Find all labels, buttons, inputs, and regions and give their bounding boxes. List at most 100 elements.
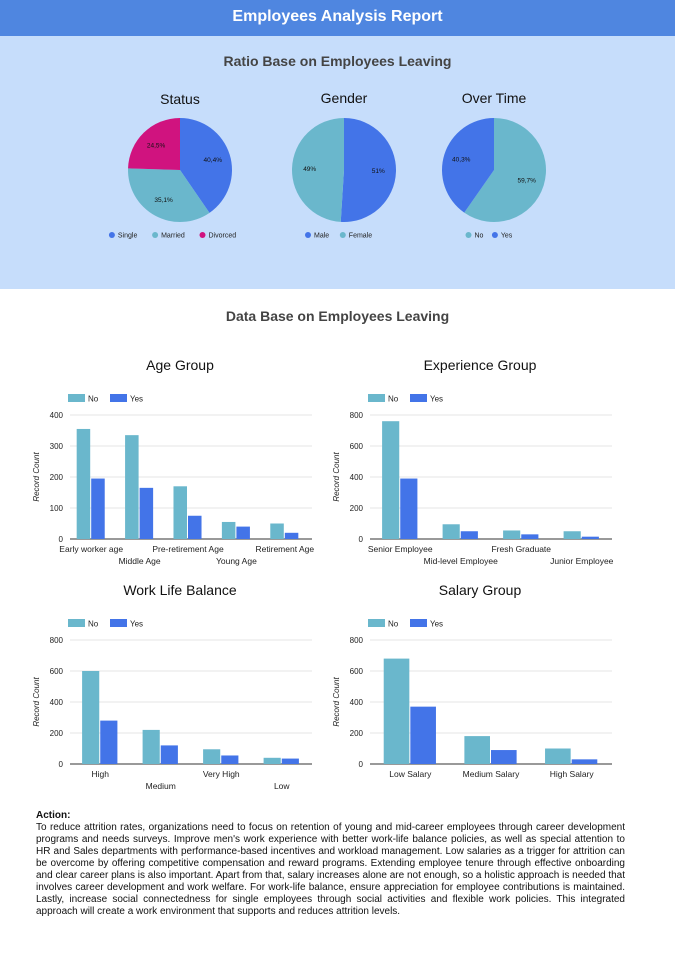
y-tick-label: 600 (350, 667, 364, 676)
x-tick-label-high: High (92, 769, 110, 779)
bar-no-pre-retirement-age (173, 486, 187, 539)
legend-label-no: No (475, 233, 484, 240)
data-section-title: Data Base on Employees Leaving (225, 308, 450, 324)
legend-swatch-no (368, 619, 385, 627)
y-axis-label: Record Count (332, 677, 341, 727)
bar-no-medium-salary (464, 736, 490, 764)
y-tick-label: 200 (50, 729, 64, 738)
legend-swatch-yes (110, 394, 127, 402)
y-tick-label: 200 (350, 729, 364, 738)
bar-yes-retirement-age (284, 532, 299, 539)
legend-label-no: No (88, 620, 99, 629)
bar-yes-senior-employee (400, 478, 418, 539)
pie-label-single: 40,4% (204, 157, 223, 164)
y-axis-label: Record Count (332, 452, 341, 502)
legend-label-no: No (388, 395, 399, 404)
bar-no-middle-age (125, 435, 139, 539)
legend-marker-married (152, 232, 159, 238)
bar-age-group-chart: No Yes 0 100 200 300 400 Record Count Early work… (32, 394, 315, 566)
x-tick-label-early-worker-age: Early worker age (59, 544, 123, 554)
pie-status-chart: 40,4% 35,1% 24,5% Single Married Divorced (108, 118, 236, 240)
legend-label-yes: Yes (430, 620, 443, 629)
y-tick-label: 600 (350, 442, 364, 451)
legend-marker-no (465, 232, 472, 238)
bar-salary-group-chart: No Yes 0 200 400 600 800 Record Count Low Salary… (332, 619, 612, 779)
y-tick-label: 0 (59, 535, 64, 544)
pie-overtime-title: Over Time (461, 90, 527, 106)
bar-yes-early-worker-age (91, 478, 105, 539)
legend-swatch-yes (110, 619, 127, 627)
action-text: To reduce attrition rates, organizations… (36, 822, 625, 917)
legend-label-male: Male (314, 233, 329, 240)
pie-slice-no (464, 118, 546, 222)
x-tick-label-pre-retirement-age: Pre-retirement Age (152, 544, 224, 554)
bar-no-senior-employee (382, 421, 400, 539)
y-tick-label: 300 (50, 442, 64, 451)
x-tick-label-very-high: Very High (203, 769, 240, 779)
legend-swatch-yes (410, 394, 427, 402)
bar-age-group-title: Age Group (146, 357, 214, 373)
legend-label-no: No (388, 620, 399, 629)
y-axis-label: Record Count (32, 452, 41, 502)
x-tick-label-mid-level-employee: Mid-level Employee (424, 556, 498, 566)
bar-no-low-salary (383, 658, 410, 764)
pie-slice-yes (441, 118, 494, 213)
x-tick-label-high-salary: High Salary (550, 769, 595, 779)
pie-slice-married (128, 168, 210, 222)
bar-no-medium (142, 729, 160, 764)
bar-work-life-balance-title: Work Life Balance (123, 582, 237, 598)
bar-no-high (82, 671, 100, 764)
y-tick-label: 600 (50, 667, 64, 676)
bar-no-fresh-graduate (503, 530, 521, 539)
legend-label-female: Female (349, 233, 372, 240)
bar-yes-young-age (236, 526, 250, 539)
pie-label-no: 59,7% (518, 177, 537, 184)
pie-overtime-chart: 59,7% 40,3% No Yes (441, 118, 546, 240)
y-tick-label: 0 (359, 760, 364, 769)
bar-no-high-salary (545, 748, 571, 764)
bar-no-mid-level-employee (442, 524, 460, 539)
x-tick-label-fresh-graduate: Fresh Graduate (491, 544, 551, 554)
bar-yes-junior-employee (581, 536, 599, 539)
bar-yes-mid-level-employee (460, 531, 478, 539)
y-tick-label: 0 (359, 535, 364, 544)
bar-yes-medium-salary (491, 750, 517, 764)
bar-yes-high-salary (571, 759, 598, 764)
legend-label-yes: Yes (130, 395, 143, 404)
y-tick-label: 800 (350, 411, 364, 420)
pie-slice-single (180, 118, 232, 213)
legend-label-yes: Yes (130, 620, 143, 629)
y-tick-label: 0 (59, 760, 64, 769)
legend-swatch-no (368, 394, 385, 402)
pie-slice-female (291, 118, 344, 222)
action-notes: Action: To reduce attrition rates, organ… (36, 810, 625, 918)
bar-no-junior-employee (563, 531, 581, 539)
x-tick-label-retirement-age: Retirement Age (256, 544, 315, 554)
bar-no-young-age (221, 521, 236, 539)
y-axis-label: Record Count (32, 677, 41, 727)
bar-no-retirement-age (270, 523, 284, 539)
pie-label-divorced: 24,5% (147, 142, 166, 149)
bar-yes-middle-age (139, 487, 154, 539)
y-tick-label: 400 (350, 698, 364, 707)
y-tick-label: 200 (50, 473, 64, 482)
x-tick-label-junior-employee: Junior Employee (550, 556, 614, 566)
bar-no-early-worker-age (76, 428, 91, 539)
bar-yes-medium (160, 745, 178, 764)
pie-gender-title: Gender (320, 90, 368, 106)
y-tick-label: 200 (350, 504, 364, 513)
x-tick-label-medium: Medium (146, 781, 176, 791)
bar-salary-group-title: Salary Group (438, 582, 522, 598)
bar-yes-fresh-graduate (521, 534, 539, 539)
legend-label-married: Married (161, 233, 185, 240)
y-tick-label: 400 (50, 698, 64, 707)
ratio-section-title: Ratio Base on Employees Leaving (223, 53, 452, 69)
pie-label-male: 51% (372, 168, 385, 175)
x-tick-label-medium-salary: Medium Salary (463, 769, 520, 779)
legend-swatch-no (68, 394, 85, 402)
x-tick-label-low: Low (274, 781, 290, 791)
legend-label-yes: Yes (430, 395, 443, 404)
legend-label-no: No (88, 395, 99, 404)
x-tick-label-young-age: Young Age (216, 556, 257, 566)
legend-label-yes: Yes (501, 233, 513, 240)
